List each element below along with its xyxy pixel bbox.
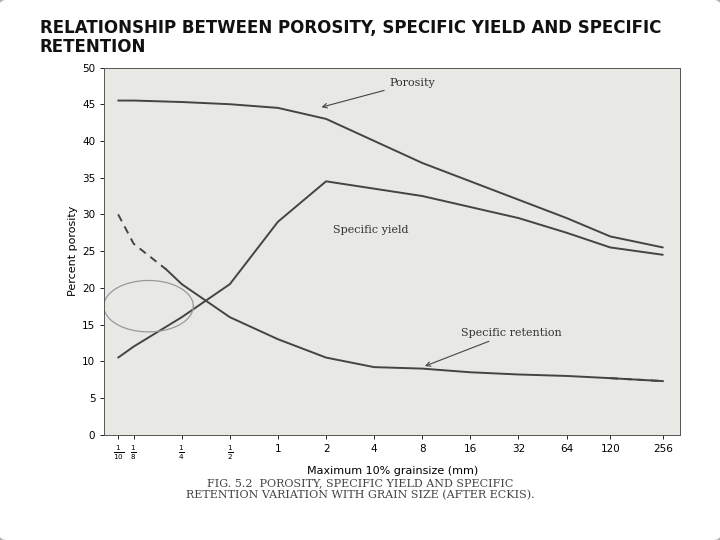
Text: Specific yield: Specific yield <box>333 225 408 235</box>
Y-axis label: Percent porosity: Percent porosity <box>68 206 78 296</box>
Text: Porosity: Porosity <box>323 78 436 108</box>
Text: RETENTION: RETENTION <box>40 38 146 56</box>
Text: RELATIONSHIP BETWEEN POROSITY, SPECIFIC YIELD AND SPECIFIC: RELATIONSHIP BETWEEN POROSITY, SPECIFIC … <box>40 19 661 37</box>
Text: Specific retention: Specific retention <box>426 328 562 366</box>
Text: FIG. 5.2  POROSITY, SPECIFIC YIELD AND SPECIFIC
RETENTION VARIATION WITH GRAIN S: FIG. 5.2 POROSITY, SPECIFIC YIELD AND SP… <box>186 478 534 500</box>
X-axis label: Maximum 10% grainsize (mm): Maximum 10% grainsize (mm) <box>307 467 478 476</box>
